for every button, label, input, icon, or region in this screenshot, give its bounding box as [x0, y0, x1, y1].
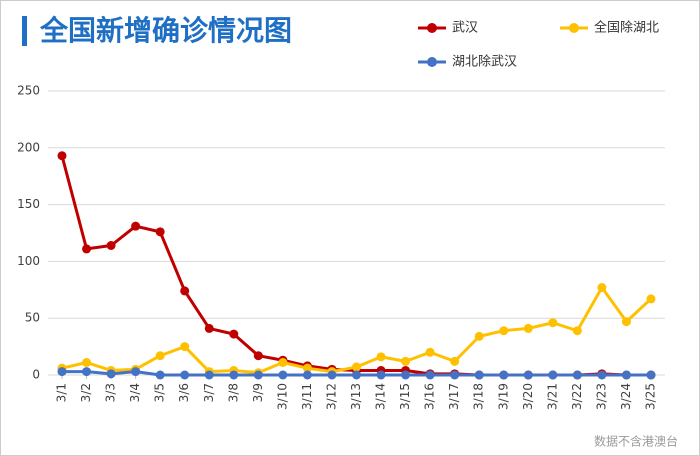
point	[131, 221, 141, 231]
x-tick-label: 3/24	[619, 383, 633, 410]
point	[155, 370, 165, 380]
x-tick-label: 3/25	[644, 383, 658, 410]
y-tick-label: 0	[32, 368, 40, 382]
point	[82, 244, 92, 254]
point	[621, 370, 631, 380]
title-bar	[22, 16, 27, 46]
point	[278, 370, 288, 380]
x-tick-label: 3/13	[349, 383, 363, 410]
point	[327, 370, 337, 380]
point	[474, 331, 484, 341]
x-tick-label: 3/10	[275, 383, 289, 410]
point	[352, 362, 361, 372]
legend-marker	[569, 23, 579, 33]
legend-label: 武汉	[452, 21, 478, 36]
point	[82, 367, 92, 377]
point	[131, 367, 141, 377]
x-tick-label: 3/3	[104, 383, 118, 402]
point	[646, 294, 656, 304]
point	[253, 351, 263, 361]
point	[401, 370, 411, 380]
footnote: 数据不含港澳台	[594, 434, 678, 449]
point	[425, 370, 435, 380]
x-tick-label: 3/22	[570, 383, 584, 410]
x-tick-label: 3/18	[472, 383, 486, 410]
point	[229, 329, 239, 339]
chart-title: 全国新增确诊情况图	[39, 14, 292, 47]
x-tick-label: 3/2	[79, 383, 93, 402]
point	[376, 370, 386, 380]
y-tick-label: 150	[17, 197, 40, 211]
x-tick-label: 3/6	[177, 383, 191, 402]
point	[155, 351, 165, 361]
point	[352, 370, 361, 380]
point	[82, 358, 92, 368]
point	[278, 358, 288, 368]
y-tick-label: 200	[17, 140, 40, 154]
x-tick-label: 3/19	[496, 383, 510, 410]
point	[474, 370, 484, 380]
legend-label: 全国除湖北	[594, 20, 659, 36]
y-tick-label: 50	[25, 311, 40, 325]
legend-marker	[427, 23, 437, 33]
point	[253, 370, 263, 380]
point	[646, 370, 656, 380]
point	[621, 317, 631, 327]
x-tick-label: 3/21	[545, 383, 559, 410]
x-tick-label: 3/20	[521, 383, 535, 410]
x-tick-label: 3/9	[251, 383, 265, 402]
point	[302, 370, 312, 380]
x-tick-label: 3/14	[374, 383, 388, 410]
point	[548, 370, 558, 380]
point	[548, 318, 558, 328]
point	[180, 342, 190, 352]
point	[450, 370, 460, 380]
point	[204, 323, 214, 333]
point	[204, 370, 214, 380]
x-tick-label: 3/16	[423, 383, 437, 410]
point	[229, 370, 239, 380]
point	[499, 326, 509, 336]
point	[106, 240, 116, 250]
x-tick-label: 3/8	[226, 383, 240, 402]
x-tick-label: 3/5	[153, 383, 167, 402]
point	[523, 370, 533, 380]
point	[180, 286, 190, 296]
x-tick-label: 3/11	[300, 383, 314, 410]
point	[425, 347, 435, 357]
point	[401, 356, 411, 366]
point	[523, 323, 533, 333]
point	[597, 370, 607, 380]
point	[180, 370, 190, 380]
legend-marker	[427, 57, 437, 67]
point	[499, 370, 509, 380]
point	[106, 369, 116, 379]
x-tick-label: 3/17	[447, 383, 461, 410]
point	[572, 370, 582, 380]
point	[155, 227, 165, 237]
point	[376, 352, 386, 362]
x-tick-label: 3/4	[128, 383, 142, 402]
point	[572, 326, 582, 336]
legend-label: 湖北除武汉	[452, 55, 517, 70]
point	[57, 151, 67, 161]
x-tick-label: 3/23	[594, 383, 608, 410]
point	[450, 356, 460, 366]
x-tick-label: 3/12	[324, 383, 338, 410]
y-tick-label: 250	[17, 84, 40, 98]
x-tick-label: 3/1	[55, 383, 69, 402]
point	[57, 367, 67, 377]
point	[597, 283, 607, 293]
point	[302, 363, 312, 373]
y-tick-label: 100	[17, 254, 40, 268]
x-tick-label: 3/15	[398, 383, 412, 410]
x-tick-label: 3/7	[202, 383, 216, 402]
